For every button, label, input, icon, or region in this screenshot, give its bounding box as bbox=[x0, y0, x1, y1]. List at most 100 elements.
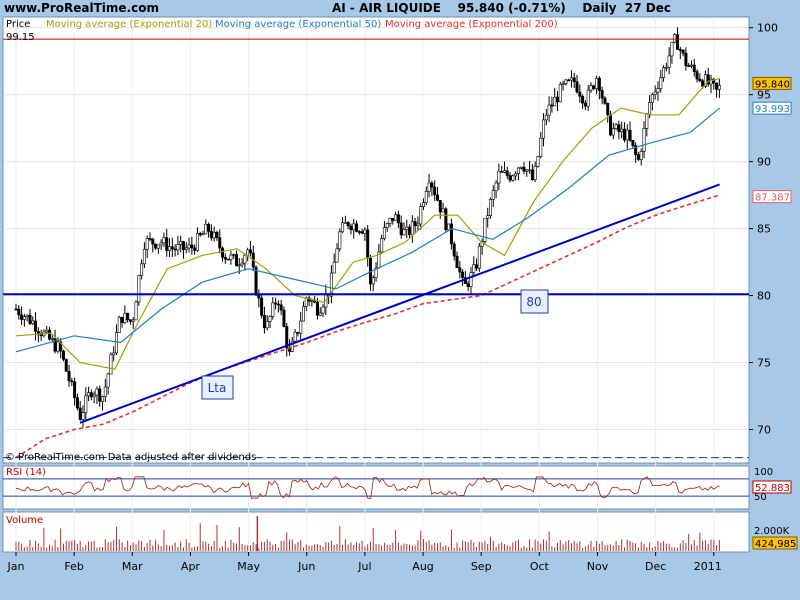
candle-body bbox=[81, 412, 85, 420]
candle-body bbox=[14, 308, 18, 311]
candle-body bbox=[455, 255, 459, 268]
x-tick-label: Feb bbox=[64, 560, 83, 573]
candle-body bbox=[120, 316, 124, 323]
site-name[interactable]: www.ProRealTime.com bbox=[4, 1, 159, 15]
candle-body bbox=[315, 302, 319, 316]
candle-body bbox=[53, 338, 57, 352]
candle-body bbox=[550, 104, 554, 107]
rsi-tick-100: 100 bbox=[754, 467, 773, 478]
candle-body bbox=[606, 103, 610, 116]
candle-body bbox=[528, 169, 532, 172]
candle-body bbox=[332, 261, 336, 274]
candle-body bbox=[564, 79, 568, 84]
candle-body bbox=[483, 217, 487, 242]
candle-body bbox=[408, 226, 412, 236]
candle-body bbox=[215, 231, 219, 238]
candle-body bbox=[659, 77, 663, 89]
candle-body bbox=[491, 190, 495, 200]
rsi-line-green bbox=[15, 476, 720, 499]
candle-body bbox=[221, 247, 225, 258]
candle-body bbox=[419, 206, 423, 225]
volume-tick: 2.000K bbox=[754, 526, 790, 537]
grid-lines bbox=[3, 17, 749, 552]
candle-body bbox=[578, 91, 582, 97]
candle-body bbox=[500, 171, 504, 173]
badge-ema200-label: 87.387 bbox=[755, 193, 790, 204]
candle-body bbox=[198, 233, 202, 236]
candle-body bbox=[310, 300, 314, 302]
candle-body bbox=[22, 316, 26, 320]
candle-body bbox=[396, 214, 400, 224]
candle-body bbox=[698, 78, 702, 82]
candle-body bbox=[84, 395, 88, 413]
candle-body bbox=[609, 114, 613, 136]
candle-body bbox=[684, 52, 688, 66]
annotation-80-box[interactable] bbox=[520, 289, 549, 314]
candle-body bbox=[232, 254, 236, 256]
volume-value-badge: 424,985 bbox=[755, 539, 796, 550]
annotation-lta: Lta bbox=[208, 381, 227, 395]
candle-body bbox=[112, 352, 116, 356]
candle-body bbox=[650, 94, 654, 103]
candle-body bbox=[246, 249, 250, 256]
candle-body bbox=[489, 199, 493, 216]
candle-body bbox=[290, 340, 294, 352]
candle-body bbox=[128, 319, 132, 322]
rsi-label: RSI (14) bbox=[6, 467, 46, 478]
price-panel bbox=[2, 16, 750, 464]
candle-body bbox=[268, 316, 272, 322]
candle-body bbox=[248, 249, 252, 254]
candle-body bbox=[625, 129, 629, 141]
candle-body bbox=[170, 246, 174, 250]
rsi-series bbox=[3, 476, 749, 499]
candle-body bbox=[329, 272, 333, 297]
y-tick-label: 70 bbox=[757, 424, 771, 437]
candle-body bbox=[179, 241, 183, 245]
candle-body bbox=[441, 208, 445, 213]
candle-body bbox=[689, 64, 693, 67]
volume-value-badge-bg bbox=[752, 536, 798, 550]
candle-body bbox=[703, 74, 707, 87]
candle-body bbox=[70, 380, 74, 383]
badge-ema50-label: 93.993 bbox=[755, 104, 790, 115]
candle-body bbox=[195, 233, 199, 251]
candle-body bbox=[151, 238, 155, 245]
candle-body bbox=[567, 79, 571, 82]
candle-body bbox=[78, 407, 82, 420]
candle-body bbox=[47, 329, 51, 340]
candle-body bbox=[162, 237, 166, 244]
candle-body bbox=[343, 222, 347, 224]
candle-body bbox=[346, 222, 350, 227]
axes: 70 75 80 85 90 95 100 Jan Feb Mar Apr May Jun Jul Aug S… bbox=[7, 22, 792, 573]
x-tick-label: Jun bbox=[297, 560, 315, 573]
candle-body bbox=[360, 231, 364, 234]
candle-body bbox=[190, 244, 194, 249]
candle-body bbox=[34, 320, 38, 332]
candle-body bbox=[20, 314, 24, 320]
candle-body bbox=[600, 90, 604, 99]
candle-body bbox=[681, 49, 685, 54]
candle-body bbox=[154, 243, 158, 249]
candle-body bbox=[385, 223, 389, 228]
candle-body bbox=[715, 82, 719, 90]
candle-body bbox=[628, 129, 632, 141]
high-label: 99.15 bbox=[6, 32, 35, 43]
candle-body bbox=[631, 139, 635, 146]
candle-body bbox=[114, 332, 118, 354]
y-tick-label: 100 bbox=[757, 22, 778, 35]
candle-body bbox=[274, 302, 278, 305]
volume-label: Volume bbox=[6, 515, 43, 526]
candle-body bbox=[45, 329, 49, 333]
candle-body bbox=[595, 77, 599, 90]
legend-ema200: Moving average (Exponential 200) bbox=[385, 19, 558, 30]
candle-body bbox=[235, 254, 239, 267]
rsi-value-badge: 52.883 bbox=[755, 483, 790, 494]
candle-body bbox=[614, 124, 618, 129]
candle-body bbox=[374, 267, 378, 278]
candle-body bbox=[391, 217, 395, 221]
candle-body bbox=[36, 331, 40, 334]
candle-body bbox=[427, 182, 431, 192]
annotation-lta-box[interactable] bbox=[201, 375, 234, 400]
candle-body bbox=[656, 88, 660, 93]
